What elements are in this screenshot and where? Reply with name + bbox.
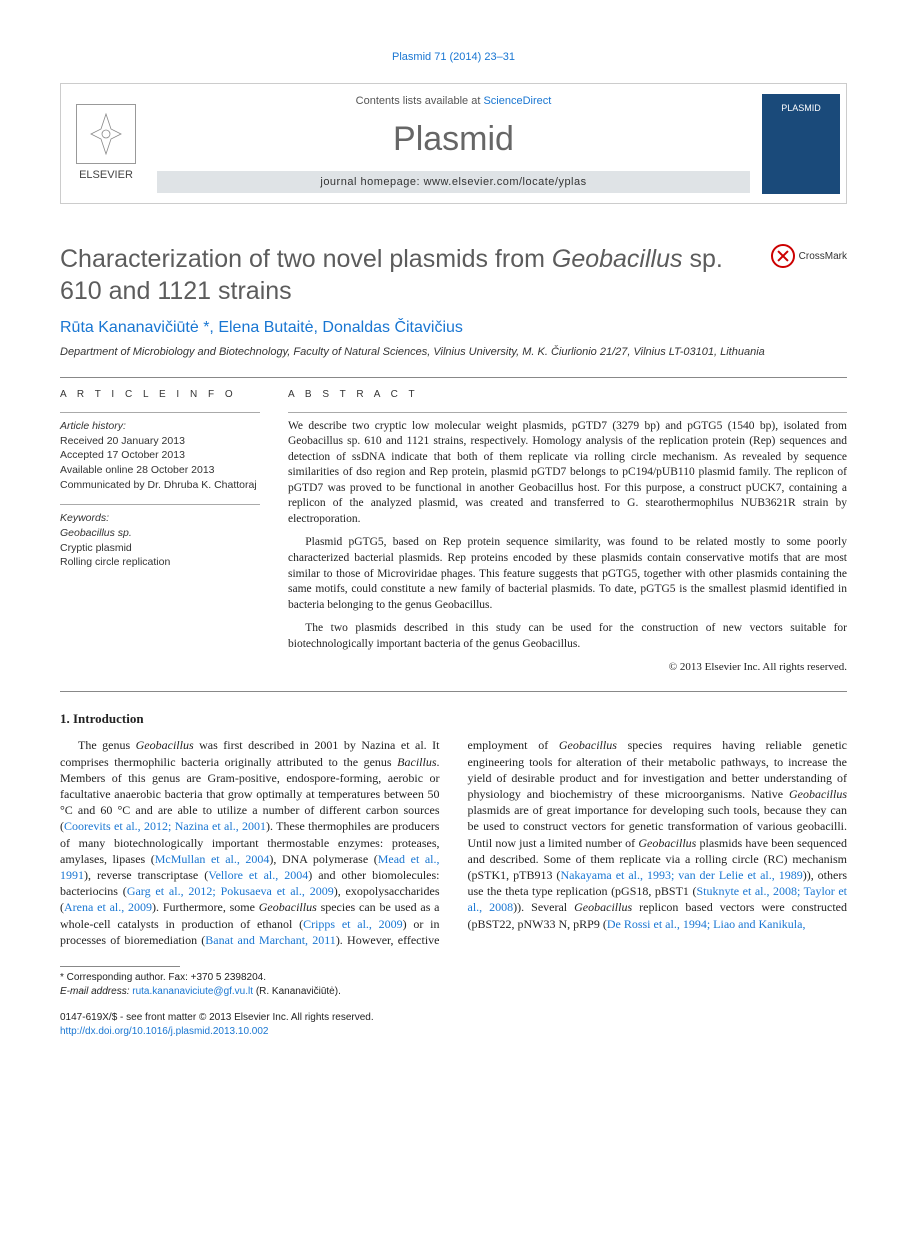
abstract-column: A B S T R A C T We describe two cryptic … [288,388,847,675]
cover-label: PLASMID [781,102,821,114]
author-email-link[interactable]: ruta.kananaviciute@gf.vu.lt [132,986,253,997]
intro-paragraph: The genus Geobacillus was first describe… [60,737,847,947]
history-received: Received 20 January 2013 [60,434,260,449]
journal-cover-thumb: PLASMID [762,94,840,194]
email-author-name: (R. Kananavičiūtė). [256,986,341,997]
publisher-name: ELSEVIER [79,168,133,183]
body-text: The genus Geobacillus was first describe… [60,737,847,947]
article-info-column: A R T I C L E I N F O Article history: R… [60,388,260,675]
title-pre: Characterization of two novel plasmids f… [60,245,552,273]
affiliation: Department of Microbiology and Biotechno… [60,345,847,360]
title-ital: Geobacillus [552,245,683,273]
homepage-url: www.elsevier.com/locate/yplas [424,176,587,188]
history-accepted: Accepted 17 October 2013 [60,448,260,463]
journal-masthead: ELSEVIER Contents lists available at Sci… [60,83,847,205]
abstract-p3: The two plasmids described in this study… [288,621,847,652]
sciencedirect-link[interactable]: ScienceDirect [483,95,551,107]
history-block: Article history: Received 20 January 201… [60,419,260,492]
journal-name: Plasmid [157,117,750,163]
info-rule-2 [60,504,260,505]
running-head: Plasmid 71 (2014) 23–31 [60,50,847,65]
publisher-block: ELSEVIER [61,84,151,204]
info-rule-1 [60,412,260,413]
bottom-matter: 0147-619X/$ - see front matter © 2013 El… [60,1011,847,1039]
article-info-heading: A R T I C L E I N F O [60,388,260,402]
history-communicated: Communicated by Dr. Dhruba K. Chattoraj [60,478,260,493]
keyword-1: Geobacillus sp. [60,526,260,541]
homepage-prefix: journal homepage: [320,176,423,188]
abstract-heading: A B S T R A C T [288,388,847,402]
keywords-label: Keywords: [60,511,260,526]
abstract-p2: Plasmid pGTG5, based on Rep protein sequ… [288,535,847,613]
keywords-block: Keywords: Geobacillus sp. Cryptic plasmi… [60,511,260,570]
abstract-p1: We describe two cryptic low molecular we… [288,419,847,528]
crossmark-icon [771,244,795,268]
footnote-rule [60,966,180,967]
email-label: E-mail address: [60,986,129,997]
contents-line: Contents lists available at ScienceDirec… [157,94,750,109]
issn-line: 0147-619X/$ - see front matter © 2013 El… [60,1011,374,1025]
keyword-2: Cryptic plasmid [60,541,260,556]
crossmark-badge[interactable]: CrossMark [771,244,847,268]
article-title: Characterization of two novel plasmids f… [60,244,751,307]
history-label: Article history: [60,419,260,434]
abstract-copyright: © 2013 Elsevier Inc. All rights reserved… [288,660,847,675]
keyword-3: Rolling circle replication [60,555,260,570]
corresponding-author: * Corresponding author. Fax: +370 5 2398… [60,971,847,985]
author-list: Rūta Kananavičiūtė *, Elena Butaitė, Don… [60,317,847,339]
history-online: Available online 28 October 2013 [60,463,260,478]
contents-prefix: Contents lists available at [356,95,484,107]
doi-link[interactable]: http://dx.doi.org/10.1016/j.plasmid.2013… [60,1026,268,1037]
elsevier-tree-icon [76,104,136,164]
rule-bottom [60,691,847,692]
footnotes: * Corresponding author. Fax: +370 5 2398… [60,971,847,999]
journal-homepage: journal homepage: www.elsevier.com/locat… [157,171,750,194]
cover-thumb-wrap: PLASMID [756,84,846,204]
crossmark-label: CrossMark [799,250,847,264]
abstract-rule [288,412,847,413]
intro-heading: 1. Introduction [60,710,847,728]
